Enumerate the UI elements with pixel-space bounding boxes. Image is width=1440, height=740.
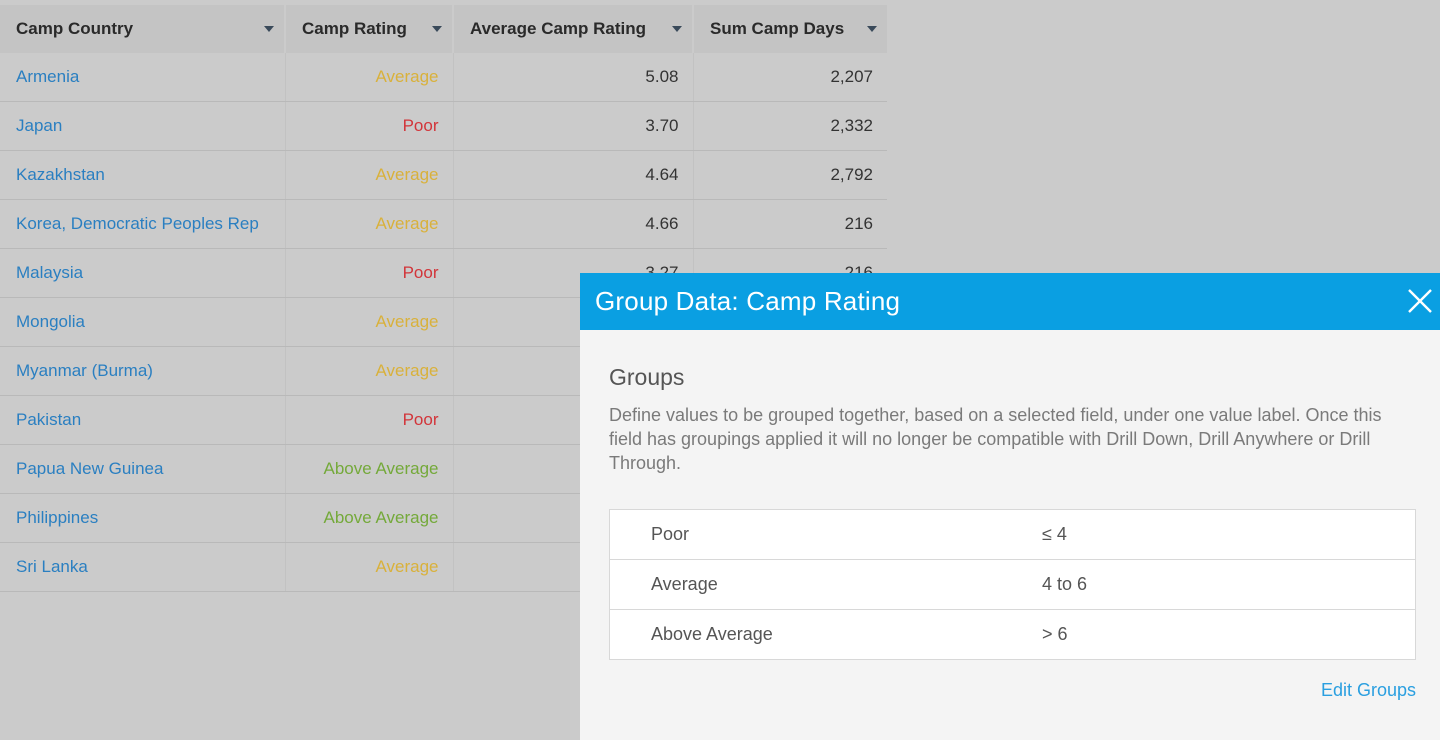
country-link[interactable]: Pakistan <box>0 395 286 445</box>
column-header-camp-rating[interactable]: Camp Rating <box>285 5 454 53</box>
camp-rating-cell: Average <box>285 542 454 592</box>
camp-rating-cell: Above Average <box>285 493 454 543</box>
average-camp-rating-cell: 4.66 <box>453 199 694 249</box>
country-link[interactable]: Sri Lanka <box>0 542 286 592</box>
group-range: > 6 <box>1042 609 1416 660</box>
country-link[interactable]: Philippines <box>0 493 286 543</box>
caret-down-icon[interactable] <box>867 26 877 32</box>
group-range: ≤ 4 <box>1042 509 1416 560</box>
table-row: Kazakhstan Average 4.64 2,792 <box>0 150 887 200</box>
group-row: Above Average > 6 <box>609 609 1416 660</box>
column-header-camp-country[interactable]: Camp Country <box>0 5 286 53</box>
caret-down-icon[interactable] <box>264 26 274 32</box>
sum-camp-days-cell: 216 <box>693 199 887 249</box>
camp-rating-cell: Average <box>285 346 454 396</box>
groups-section-title: Groups <box>609 364 685 390</box>
group-name: Poor <box>609 509 1042 560</box>
table-row: MalaysiaPoor3.27216 <box>0 248 887 298</box>
group-row: Average 4 to 6 <box>609 559 1416 610</box>
camp-rating-cell: Average <box>285 150 454 200</box>
camp-rating-cell: Poor <box>285 248 454 298</box>
column-header-average-camp-rating[interactable]: Average Camp Rating <box>453 5 694 53</box>
modal-header: Group Data: Camp Rating <box>580 273 1440 330</box>
group-name: Above Average <box>609 609 1042 660</box>
group-row: Poor ≤ 4 <box>609 509 1416 560</box>
groups-table: Poor ≤ 4 Average 4 to 6 Above Average > 6 <box>609 509 1416 660</box>
camp-rating-cell: Poor <box>285 101 454 151</box>
country-link[interactable]: Malaysia <box>0 248 286 298</box>
country-link[interactable]: Korea, Democratic Peoples Rep <box>0 199 286 249</box>
group-name: Average <box>609 559 1042 610</box>
modal-title: Group Data: Camp Rating <box>595 286 901 316</box>
table-row: Japan Poor 3.70 2,332 <box>0 101 887 151</box>
edit-groups-link[interactable]: Edit Groups <box>1320 680 1416 700</box>
country-link[interactable]: Kazakhstan <box>0 150 286 200</box>
camp-rating-cell: Poor <box>285 395 454 445</box>
column-header-sum-camp-days[interactable]: Sum Camp Days <box>693 5 887 53</box>
caret-down-icon[interactable] <box>672 26 682 32</box>
camp-rating-cell: Average <box>285 297 454 347</box>
table-row: Korea, Democratic Peoples Rep Average 4.66… <box>0 199 887 249</box>
table-row: Armenia Average 5.08 2,207 <box>0 53 887 102</box>
table-header-row: Camp Country Camp Rating Average Camp Ra… <box>0 5 887 53</box>
average-camp-rating-cell: 3.70 <box>453 101 694 151</box>
group-data-modal: Group Data: Camp Rating Groups Define va… <box>580 273 1440 740</box>
caret-down-icon[interactable] <box>432 26 442 32</box>
camp-rating-cell: Average <box>285 199 454 249</box>
camp-rating-cell: Above Average <box>285 444 454 494</box>
sum-camp-days-cell: 2,332 <box>693 101 887 151</box>
camp-rating-cell: Average <box>285 53 454 102</box>
sum-camp-days-cell: 2,792 <box>693 150 887 200</box>
country-link[interactable]: Papua New Guinea <box>0 444 286 494</box>
country-link[interactable]: Japan <box>0 101 286 151</box>
modal-body: Groups Define values to be grouped toget… <box>580 364 1440 660</box>
country-link[interactable]: Myanmar (Burma) <box>0 346 286 396</box>
country-link[interactable]: Mongolia <box>0 297 286 347</box>
average-camp-rating-cell: 5.08 <box>453 53 694 102</box>
average-camp-rating-cell: 4.64 <box>453 150 694 200</box>
close-icon[interactable] <box>1406 287 1434 315</box>
groups-description: Define values to be grouped together, ba… <box>609 405 1382 473</box>
country-link[interactable]: Armenia <box>0 53 286 102</box>
group-range: 4 to 6 <box>1042 559 1416 610</box>
sum-camp-days-cell: 2,207 <box>693 53 887 102</box>
